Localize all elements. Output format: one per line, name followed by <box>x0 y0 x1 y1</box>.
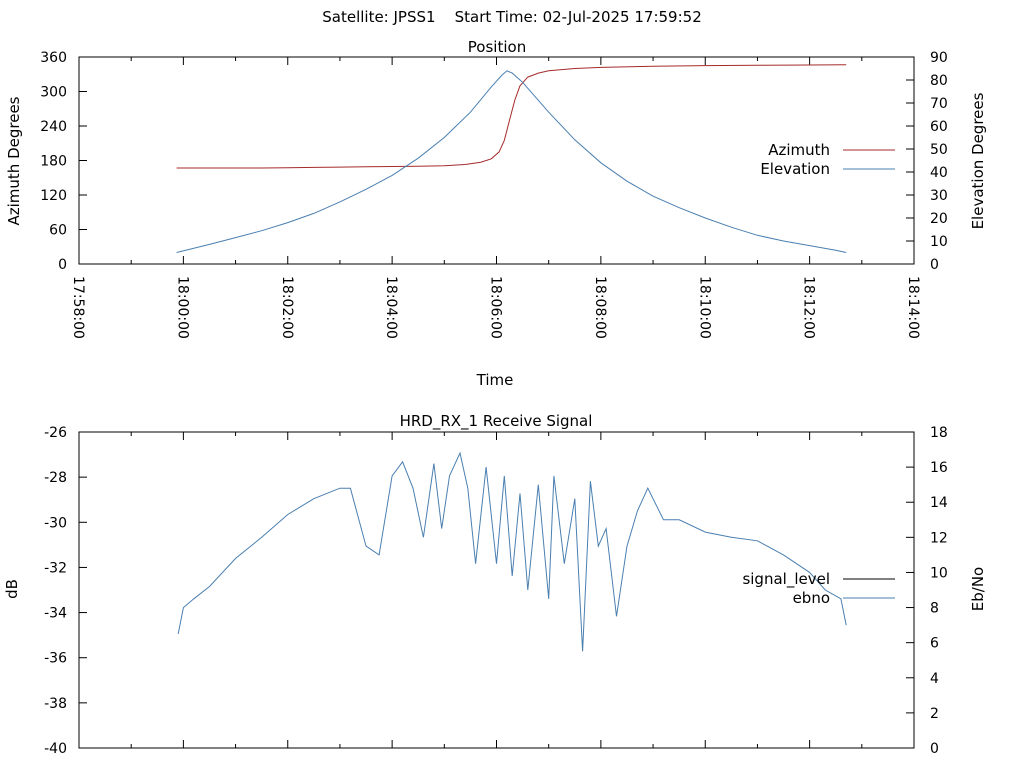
y-tick-label: 60 <box>49 223 67 239</box>
legend-label: Elevation <box>760 160 830 178</box>
y2-tick-label: 12 <box>930 530 948 546</box>
y-tick-label: -36 <box>44 651 67 667</box>
y2-tick-label: 0 <box>930 257 939 273</box>
position-plot-title: Position <box>468 38 526 56</box>
series-line-azimuth <box>176 64 847 169</box>
x-tick-label: 17:58:00 <box>70 276 86 339</box>
y-tick-label: -26 <box>44 425 67 441</box>
azimuth-axis-title: Azimuth Degrees <box>5 96 23 225</box>
x-tick-label: 18:12:00 <box>801 276 817 339</box>
y2-tick-label: 40 <box>930 165 948 181</box>
y2-tick-label: 30 <box>930 188 948 204</box>
y-tick-label: -28 <box>44 470 67 486</box>
y2-tick-label: 60 <box>930 119 948 135</box>
y2-tick-label: 2 <box>930 706 939 722</box>
y-tick-label: 240 <box>40 119 67 135</box>
x-tick-label: 18:06:00 <box>488 276 504 339</box>
x-tick-label: 18:10:00 <box>696 276 712 339</box>
y-tick-label: -32 <box>44 560 67 576</box>
y-tick-label: 180 <box>40 154 67 170</box>
y-tick-label: -34 <box>44 606 67 622</box>
x-tick-label: 18:08:00 <box>592 276 608 339</box>
position-x-axis-title: Time <box>476 371 514 389</box>
legend-label: ebno <box>793 589 830 607</box>
db-axis-title: dB <box>3 579 21 599</box>
x-tick-label: 18:02:00 <box>279 276 295 339</box>
y2-tick-label: 80 <box>930 73 948 89</box>
y-tick-label: -30 <box>44 515 67 531</box>
y2-tick-label: 14 <box>930 495 948 511</box>
y-tick-label: 0 <box>58 257 67 273</box>
series-line-elevation <box>176 70 847 253</box>
legend-label: Azimuth <box>768 141 830 159</box>
y-tick-label: -40 <box>44 741 67 757</box>
y2-tick-label: 18 <box>930 425 948 441</box>
signal-plot-title: HRD_RX_1 Receive Signal <box>400 412 593 431</box>
position-plot: Position Time Azimuth Degrees Elevation … <box>5 38 987 389</box>
y-tick-label: 300 <box>40 85 67 101</box>
y2-tick-label: 70 <box>930 96 948 112</box>
x-tick-label: 18:04:00 <box>383 276 399 339</box>
y-tick-label: -38 <box>44 696 67 712</box>
y2-tick-label: 4 <box>930 671 939 687</box>
y2-tick-label: 50 <box>930 142 948 158</box>
x-tick-label: 18:00:00 <box>174 276 190 339</box>
y2-tick-label: 16 <box>930 460 948 476</box>
ebno-axis-title: Eb/No <box>969 567 987 611</box>
y2-tick-label: 90 <box>930 50 948 66</box>
signal-plot: HRD_RX_1 Receive Signal dB Eb/No -40 -38 -… <box>3 412 987 757</box>
y2-tick-label: 8 <box>930 601 939 617</box>
x-tick-label: 18:14:00 <box>905 276 921 339</box>
y2-tick-label: 20 <box>930 211 948 227</box>
figure-header: Satellite: JPSS1 Start Time: 02-Jul-2025… <box>322 8 701 26</box>
y-tick-label: 360 <box>40 50 67 66</box>
y2-tick-label: 10 <box>930 234 948 250</box>
legend-label: signal_level <box>742 570 830 589</box>
y2-tick-label: 10 <box>930 565 948 581</box>
elevation-axis-title: Elevation Degrees <box>969 92 987 229</box>
series-line-ebno <box>177 451 847 652</box>
y2-tick-label: 0 <box>930 741 939 757</box>
y2-tick-label: 6 <box>930 636 939 652</box>
y-tick-label: 120 <box>40 188 67 204</box>
